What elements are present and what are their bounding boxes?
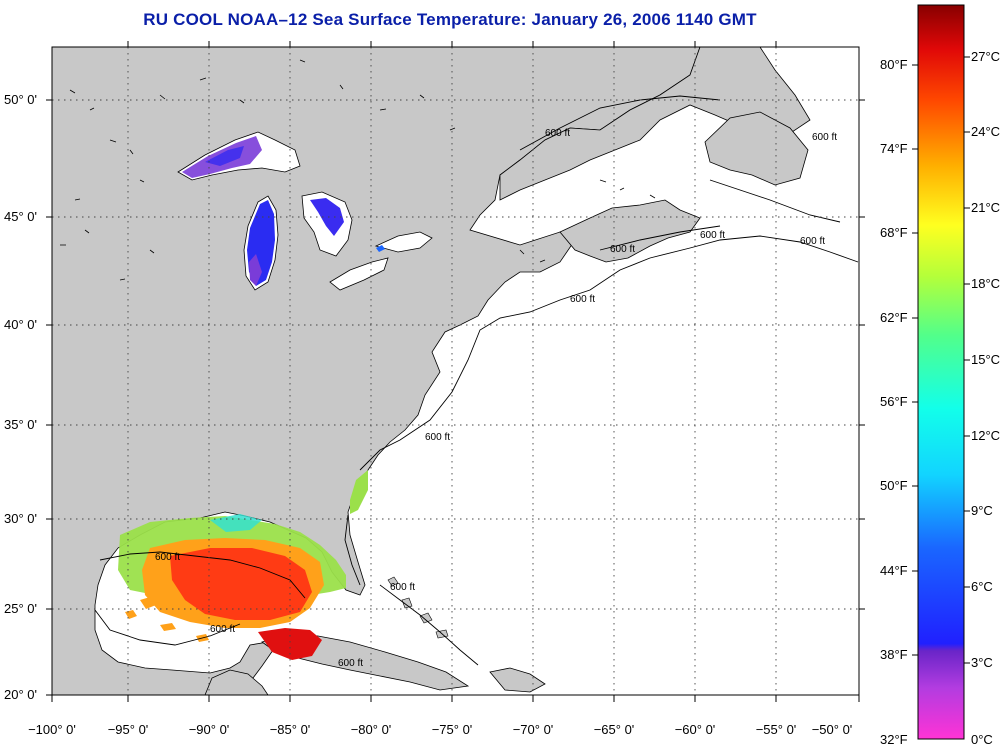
yucatan-land [204,669,269,695]
sst-gulf-loop-current [258,628,322,660]
colorbar-c-label: 21°C [971,200,1001,215]
lat-label-45: 45° 0' [4,209,37,224]
coastline-specks [60,59,656,281]
hispaniola-land [489,667,546,693]
contour-label: 600 ft [338,658,363,669]
colorbar-c-label: 24°C [971,124,1001,139]
colorbar-c-label: 9°C [971,503,993,518]
colorbar-f-label: 56°F [880,394,908,409]
maritimes-land [559,199,701,263]
contour-label: 600 ft [545,128,570,139]
contour-label: 600 ft [155,552,180,563]
lon-label-70: −70° 0' [512,722,554,737]
axis-ticks [46,41,865,702]
colorbar [917,4,965,740]
lon-label-90: −90° 0' [188,722,230,737]
lat-label-50: 50° 0' [4,92,37,107]
lon-label-80: −80° 0' [350,722,392,737]
lat-label-40: 40° 0' [4,317,37,332]
sst-gulf-cyan-edge [210,514,262,532]
colorbar-c-label: 0°C [971,732,993,747]
bahamas-islands [387,576,449,639]
lat-label-35: 35° 0' [4,417,37,432]
lat-label-30: 30° 0' [4,511,37,526]
lake-ontario [374,231,433,253]
lon-label-85: −85° 0' [269,722,311,737]
colorbar-c-label: 27°C [971,49,1001,64]
contour-label: 600 ft [812,132,837,143]
lat-label-20: 20° 0' [4,687,37,702]
graticule [52,47,859,695]
colorbar-f-label: 32°F [880,732,908,747]
colorbar-f-label: 74°F [880,141,908,156]
contour-label: 600 ft [210,624,235,635]
lon-label-65: −65° 0' [593,722,635,737]
colorbar-c-label: 3°C [971,655,993,670]
map-layers [52,47,859,695]
colorbar-f-label: 50°F [880,478,908,493]
lon-label-95: −95° 0' [107,722,149,737]
lat-label-25: 25° 0' [4,601,37,616]
lon-label-60: −60° 0' [674,722,716,737]
sst-lake-michigan-shore [249,254,262,286]
contour-label: 600 ft [570,294,595,305]
sst-lake-erie-dot [376,245,385,252]
colorbar-c-label: 15°C [971,352,1001,367]
map-frame [51,46,860,696]
colorbar-c-label: 6°C [971,579,993,594]
map-title: RU COOL NOAA–12 Sea Surface Temperature:… [143,10,757,29]
lon-label-55: −55° 0' [755,722,797,737]
contour-label: 600 ft [700,230,725,241]
colorbar-f-label: 80°F [880,57,908,72]
colorbar-ticks [912,56,970,664]
newfoundland-land [704,111,809,186]
north-america-land [52,47,701,695]
lon-label-100: −100° 0' [28,722,76,737]
colorbar-f-label: 62°F [880,310,908,325]
colorbar-f-label: 38°F [880,647,908,662]
sst-lake-huron [310,198,344,236]
colorbar-c-label: 18°C [971,276,1001,291]
depth-contours [94,95,859,666]
contour-labels: 600 ft 600 ft 600 ft 600 ft 600 ft 600 f… [155,128,837,669]
contour-label: 600 ft [425,432,450,443]
sst-florida-atlantic [350,470,368,514]
colorbar-f-label: 68°F [880,225,908,240]
contour-label: 600 ft [610,244,635,255]
colorbar-f-label: 44°F [880,563,908,578]
sst-lake-superior-core [205,146,244,166]
lake-erie [329,257,389,291]
sst-gulf-red [170,548,312,620]
colorbar-c-label: 12°C [971,428,1001,443]
contour-label: 600 ft [800,236,825,247]
contour-label: 600 ft [390,582,415,593]
labrador-land [499,47,811,201]
lon-label-75: −75° 0' [431,722,473,737]
lon-label-50: −50° 0' [811,722,853,737]
sst-gulf-scatter [125,597,209,642]
